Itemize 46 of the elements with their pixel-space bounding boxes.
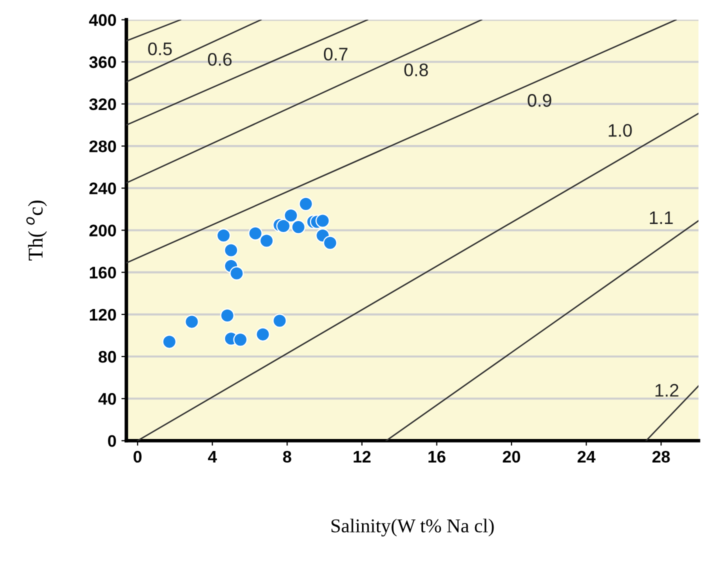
point [224, 243, 238, 258]
x-tick-label: 24 [578, 450, 596, 462]
y-tick-label: 160 [90, 266, 116, 279]
point [162, 334, 177, 349]
point [291, 220, 306, 234]
x-tick-label: 28 [652, 450, 670, 463]
annotation: 0.8 [404, 64, 428, 76]
point [284, 208, 298, 223]
y-tick-label: 0 [108, 435, 116, 447]
annotation: 1.2 [656, 384, 678, 397]
y-tick-label: 320 [89, 98, 116, 110]
y-tick-label: 360 [89, 56, 116, 68]
point [276, 218, 291, 234]
x-tick-label: 16 [428, 450, 446, 463]
annotation: 1.1 [650, 212, 673, 224]
x-tick-label: 0 [134, 450, 142, 463]
annotation: 0.5 [148, 42, 172, 56]
y-tick-label: 40 [98, 393, 116, 405]
annotation: 0.7 [324, 48, 348, 61]
point [248, 226, 263, 241]
y-tick-label: 200 [89, 224, 116, 236]
x-axis-title: Salinity(W t% Na cl) [332, 518, 494, 536]
point [316, 214, 330, 228]
x-tick-label: 20 [502, 450, 520, 463]
y-tick-label: 400 [89, 14, 116, 26]
y-tick-label: 80 [98, 350, 116, 363]
x-tick-label: 12 [354, 450, 371, 462]
annotation: 1.0 [608, 124, 632, 137]
x-tick-label: 4 [208, 451, 217, 462]
point [298, 196, 313, 212]
x-tick-label: 8 [283, 450, 292, 463]
point [220, 308, 234, 323]
point [256, 327, 270, 342]
point [259, 234, 274, 248]
point [230, 266, 244, 281]
annotation: 0.9 [528, 94, 552, 107]
point [184, 314, 199, 329]
annotation: 0.6 [208, 53, 232, 66]
y-axis-title: Th( $^{o}$c) [26, 200, 47, 260]
y-tick-label: 120 [90, 308, 116, 321]
point [272, 314, 287, 328]
point [323, 236, 338, 250]
point [233, 332, 248, 347]
y-tick-label: 280 [89, 140, 116, 152]
y-tick-label: 240 [89, 182, 116, 194]
point [216, 228, 231, 243]
